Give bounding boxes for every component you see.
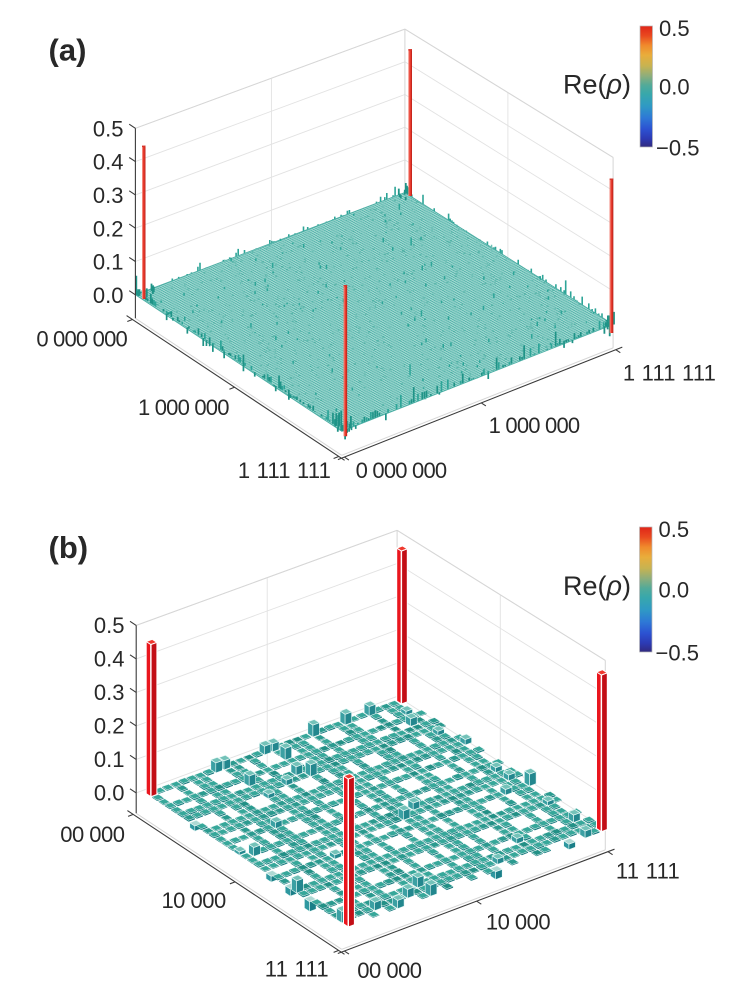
svg-text:0.5: 0.5 bbox=[659, 517, 690, 542]
svg-text:0.1: 0.1 bbox=[93, 250, 124, 275]
svg-text:11 111: 11 111 bbox=[616, 859, 680, 884]
svg-text:1 000 000: 1 000 000 bbox=[138, 395, 229, 420]
svg-text:−0.5: −0.5 bbox=[656, 641, 699, 666]
svg-text:Re(ρ): Re(ρ) bbox=[563, 571, 631, 601]
svg-text:0.0: 0.0 bbox=[93, 283, 124, 308]
svg-text:0.4: 0.4 bbox=[93, 150, 124, 175]
svg-text:0.3: 0.3 bbox=[94, 680, 125, 705]
svg-text:0 000 000: 0 000 000 bbox=[356, 458, 447, 483]
svg-text:0.5: 0.5 bbox=[94, 613, 125, 638]
svg-text:0.0: 0.0 bbox=[659, 578, 690, 603]
svg-text:00 000: 00 000 bbox=[357, 958, 422, 983]
svg-text:1 111 111: 1 111 111 bbox=[623, 361, 716, 386]
svg-text:0.0: 0.0 bbox=[94, 780, 125, 805]
svg-text:0.5: 0.5 bbox=[659, 16, 690, 41]
svg-text:10 000: 10 000 bbox=[161, 888, 226, 913]
svg-text:0.0: 0.0 bbox=[659, 75, 690, 100]
svg-text:1 111 111: 1 111 111 bbox=[238, 458, 331, 483]
svg-text:1 000 000: 1 000 000 bbox=[489, 413, 580, 438]
svg-text:(b): (b) bbox=[49, 530, 89, 565]
svg-text:10 000: 10 000 bbox=[486, 909, 551, 934]
svg-text:Re(ρ): Re(ρ) bbox=[563, 70, 631, 100]
svg-text:0.4: 0.4 bbox=[94, 646, 125, 671]
svg-text:11 111: 11 111 bbox=[265, 957, 329, 982]
svg-text:0.1: 0.1 bbox=[94, 747, 125, 772]
svg-text:0.2: 0.2 bbox=[93, 216, 124, 241]
svg-text:0 000 000: 0 000 000 bbox=[36, 327, 127, 352]
svg-text:0.5: 0.5 bbox=[93, 116, 124, 141]
svg-text:0.2: 0.2 bbox=[94, 713, 125, 738]
svg-text:0.3: 0.3 bbox=[93, 183, 124, 208]
svg-text:00 000: 00 000 bbox=[60, 822, 125, 847]
svg-text:−0.5: −0.5 bbox=[656, 136, 699, 161]
svg-text:(a): (a) bbox=[49, 33, 87, 68]
